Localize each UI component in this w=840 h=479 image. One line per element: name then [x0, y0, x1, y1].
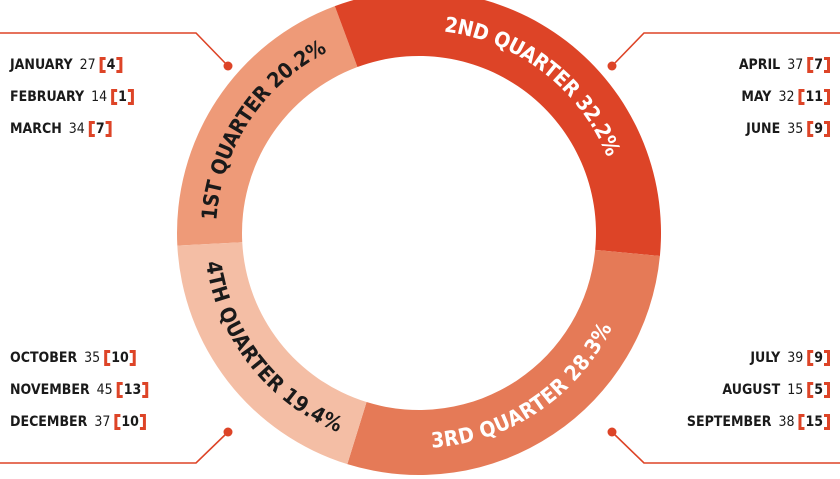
- month-value: 34: [69, 121, 85, 137]
- leader-dot: [607, 427, 617, 437]
- month-name: DECEMBER: [10, 414, 88, 430]
- bracket: [798, 414, 805, 430]
- leader-line: [611, 431, 840, 464]
- month-value: 27: [80, 57, 96, 73]
- month-count: 7: [96, 121, 105, 137]
- bracket: [111, 89, 118, 105]
- bracket: [114, 414, 121, 430]
- month-row: APRIL 37 7: [739, 57, 830, 73]
- leader-dot: [607, 61, 617, 71]
- leader-line: [611, 32, 840, 67]
- month-row: FEBRUARY 14 1: [10, 89, 134, 105]
- month-count: 10: [111, 350, 129, 366]
- month-name: OCTOBER: [10, 350, 77, 366]
- bracket: [798, 89, 805, 105]
- month-name: MAY: [741, 89, 772, 105]
- month-value: 38: [778, 414, 794, 430]
- leader-line: [0, 431, 229, 464]
- month-count: 5: [814, 382, 823, 398]
- month-name: APRIL: [739, 57, 780, 73]
- month-row: JUNE 35 9: [745, 121, 830, 137]
- bracket: [139, 414, 146, 430]
- month-value: 37: [94, 414, 110, 430]
- month-row: AUGUST 15 5: [722, 382, 830, 398]
- month-row: MARCH 34 7: [10, 121, 112, 137]
- month-name: SEPTEMBER: [687, 414, 772, 430]
- slice: [334, 0, 661, 256]
- month-count: 4: [107, 57, 116, 73]
- month-value: 37: [787, 57, 803, 73]
- bracket: [824, 89, 830, 105]
- bracket: [824, 382, 830, 398]
- slice: [347, 249, 660, 475]
- bracket: [807, 382, 814, 398]
- month-value: 35: [787, 121, 803, 137]
- bracket: [127, 89, 134, 105]
- bracket: [807, 121, 814, 137]
- month-count: 13: [124, 382, 142, 398]
- month-value: 35: [84, 350, 100, 366]
- leader-dot: [223, 61, 233, 71]
- bracket: [116, 57, 123, 73]
- month-name: AUGUST: [722, 382, 780, 398]
- slice: [177, 242, 367, 465]
- month-count: 9: [814, 121, 823, 137]
- month-name: JUNE: [745, 121, 780, 137]
- bracket: [142, 382, 149, 398]
- bracket: [824, 57, 830, 73]
- month-value: 15: [787, 382, 803, 398]
- month-name: FEBRUARY: [10, 89, 85, 105]
- bracket: [807, 350, 814, 366]
- leaders: [0, 32, 840, 464]
- month-value: 39: [787, 350, 803, 366]
- bracket: [824, 121, 830, 137]
- bracket: [824, 414, 830, 430]
- month-row: MAY 32 11: [741, 89, 830, 105]
- bracket: [99, 57, 106, 73]
- slice: [177, 6, 358, 246]
- month-count: 10: [121, 414, 139, 430]
- bracket: [129, 350, 136, 366]
- bracket: [807, 57, 814, 73]
- month-row: DECEMBER 37 10: [10, 414, 146, 430]
- month-row: JANUARY 27 4: [9, 57, 123, 73]
- month-count: 9: [814, 350, 823, 366]
- month-name: JANUARY: [9, 57, 73, 73]
- month-name: MARCH: [10, 121, 62, 137]
- month-count: 7: [814, 57, 823, 73]
- month-count: 1: [118, 89, 127, 105]
- leader-line: [0, 32, 229, 67]
- bracket: [88, 121, 95, 137]
- month-value: 32: [778, 89, 794, 105]
- bracket: [104, 350, 111, 366]
- month-value: 14: [91, 89, 107, 105]
- bracket: [105, 121, 112, 137]
- month-row: OCTOBER 35 10: [10, 350, 136, 366]
- bracket: [824, 350, 830, 366]
- month-row: SEPTEMBER 38 15: [687, 414, 830, 430]
- month-name: NOVEMBER: [10, 382, 90, 398]
- leader-dot: [223, 427, 233, 437]
- month-row: NOVEMBER 45 13: [10, 382, 149, 398]
- month-row: JULY 39 9: [749, 350, 830, 366]
- month-value: 45: [97, 382, 113, 398]
- bracket: [116, 382, 123, 398]
- month-count: 11: [805, 89, 823, 105]
- month-name: JULY: [749, 350, 781, 366]
- month-count: 15: [805, 414, 823, 430]
